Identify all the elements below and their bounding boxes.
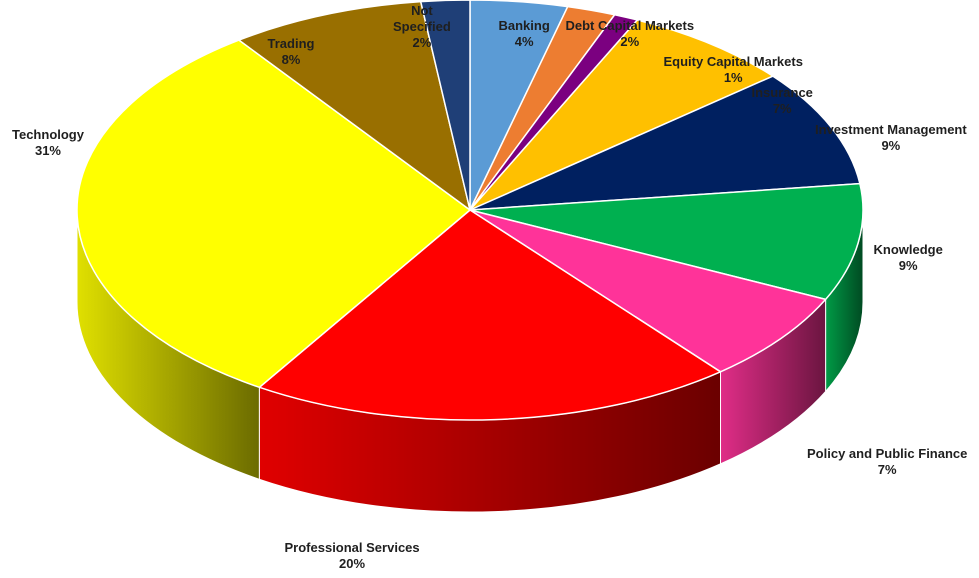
slice-percent-label: 7% <box>772 101 792 116</box>
slice-category-label: Investment Management <box>815 122 967 137</box>
slice-label-equity-capital-markets: Equity Capital Markets 1% <box>664 54 803 86</box>
slice-label-policy-and-public-finance: Policy and Public Finance 7% <box>807 446 967 478</box>
slice-percent-label: 4% <box>514 34 534 49</box>
slice-label-debt-capital-markets: Debt Capital Markets 2% <box>566 18 695 50</box>
slice-percent-label: 20% <box>339 556 366 571</box>
slice-percent-label: 8% <box>281 52 301 67</box>
slice-label-banking: Banking 4% <box>499 18 550 50</box>
slice-percent-label: 7% <box>877 462 897 477</box>
slice-label-insurance: Insurance 7% <box>752 85 813 117</box>
slice-percent-label: 1% <box>723 70 743 85</box>
pie-slice-insurance <box>469 19 774 211</box>
pie-slice-policy-and-public-finance <box>469 209 827 373</box>
slice-label-knowledge: Knowledge 9% <box>874 242 943 274</box>
slice-category-label: Banking <box>498 18 550 33</box>
slice-category-label: Debt Capital Markets <box>565 18 695 33</box>
slice-percent-label: 2% <box>412 35 432 50</box>
pie-slice-not-specified <box>419 0 471 211</box>
pie-slice-investment-management <box>469 75 861 211</box>
slice-category-label: Trading <box>267 36 315 51</box>
slice-percent-label: 31% <box>34 143 61 158</box>
slice-label-trading: Trading 8% <box>268 36 315 68</box>
slice-percent-label: 2% <box>620 34 640 49</box>
slice-category-label: Knowledge <box>873 242 943 257</box>
pie-slice-technology <box>76 39 471 389</box>
slice-category-label: Equity Capital Markets <box>663 54 803 69</box>
slice-category-label: Not Specified <box>393 3 451 34</box>
slice-percent-label: 9% <box>881 138 901 153</box>
pie-slice-trading <box>238 0 471 211</box>
slice-percent-label: 9% <box>898 258 918 273</box>
pie-slice-knowledge <box>469 182 864 301</box>
slice-category-label: Insurance <box>751 85 813 100</box>
slice-label-professional-services: Professional Services 20% <box>285 540 420 572</box>
pie-top-slices <box>76 0 864 421</box>
slice-label-technology: Technology 31% <box>12 127 84 159</box>
pie-slice-professional-services <box>258 209 722 421</box>
slice-category-label: Professional Services <box>284 540 420 555</box>
slice-label-investment-management: Investment Management 9% <box>815 122 967 154</box>
slice-label-not-specified: Not Specified 2% <box>393 3 451 51</box>
slice-category-label: Policy and Public Finance <box>807 446 968 461</box>
slice-category-label: Technology <box>12 127 84 142</box>
